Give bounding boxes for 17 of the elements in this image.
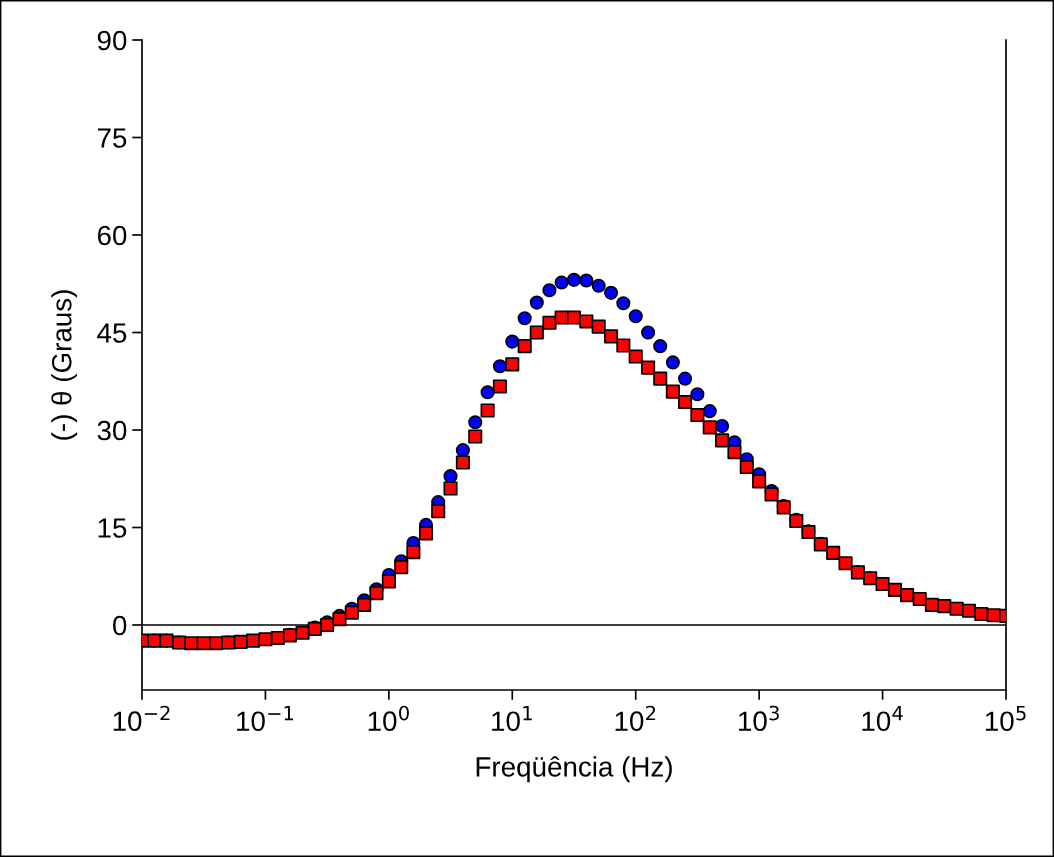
- y-tick-label: 45: [97, 323, 127, 343]
- y-axis-title: (-) θ (Graus): [51, 290, 78, 440]
- x-tick-label: 10$^{−2}$: [113, 705, 170, 732]
- x-axis-title: Freqüência (Hz): [476, 756, 672, 783]
- x-tick-label: 10$^{1}$: [492, 705, 532, 732]
- y-tick-label: 75: [97, 128, 127, 148]
- x-tick-label: 10$^{5}$: [985, 705, 1026, 732]
- x-tick-label: 10$^{2}$: [615, 705, 656, 732]
- x-tick-label: 10$^{4}$: [862, 705, 903, 732]
- x-tick-label: 10$^{3}$: [739, 705, 779, 732]
- y-tick-label: 60: [97, 225, 127, 246]
- x-tick-label: 10$^{0}$: [368, 705, 409, 732]
- y-tick-label: 15: [98, 518, 127, 538]
- y-tick-label: 90: [97, 30, 127, 51]
- y-tick-label: 30: [97, 420, 127, 441]
- x-tick-label: 10$^{−1}$: [237, 705, 294, 732]
- y-tick-label: 0: [113, 615, 127, 636]
